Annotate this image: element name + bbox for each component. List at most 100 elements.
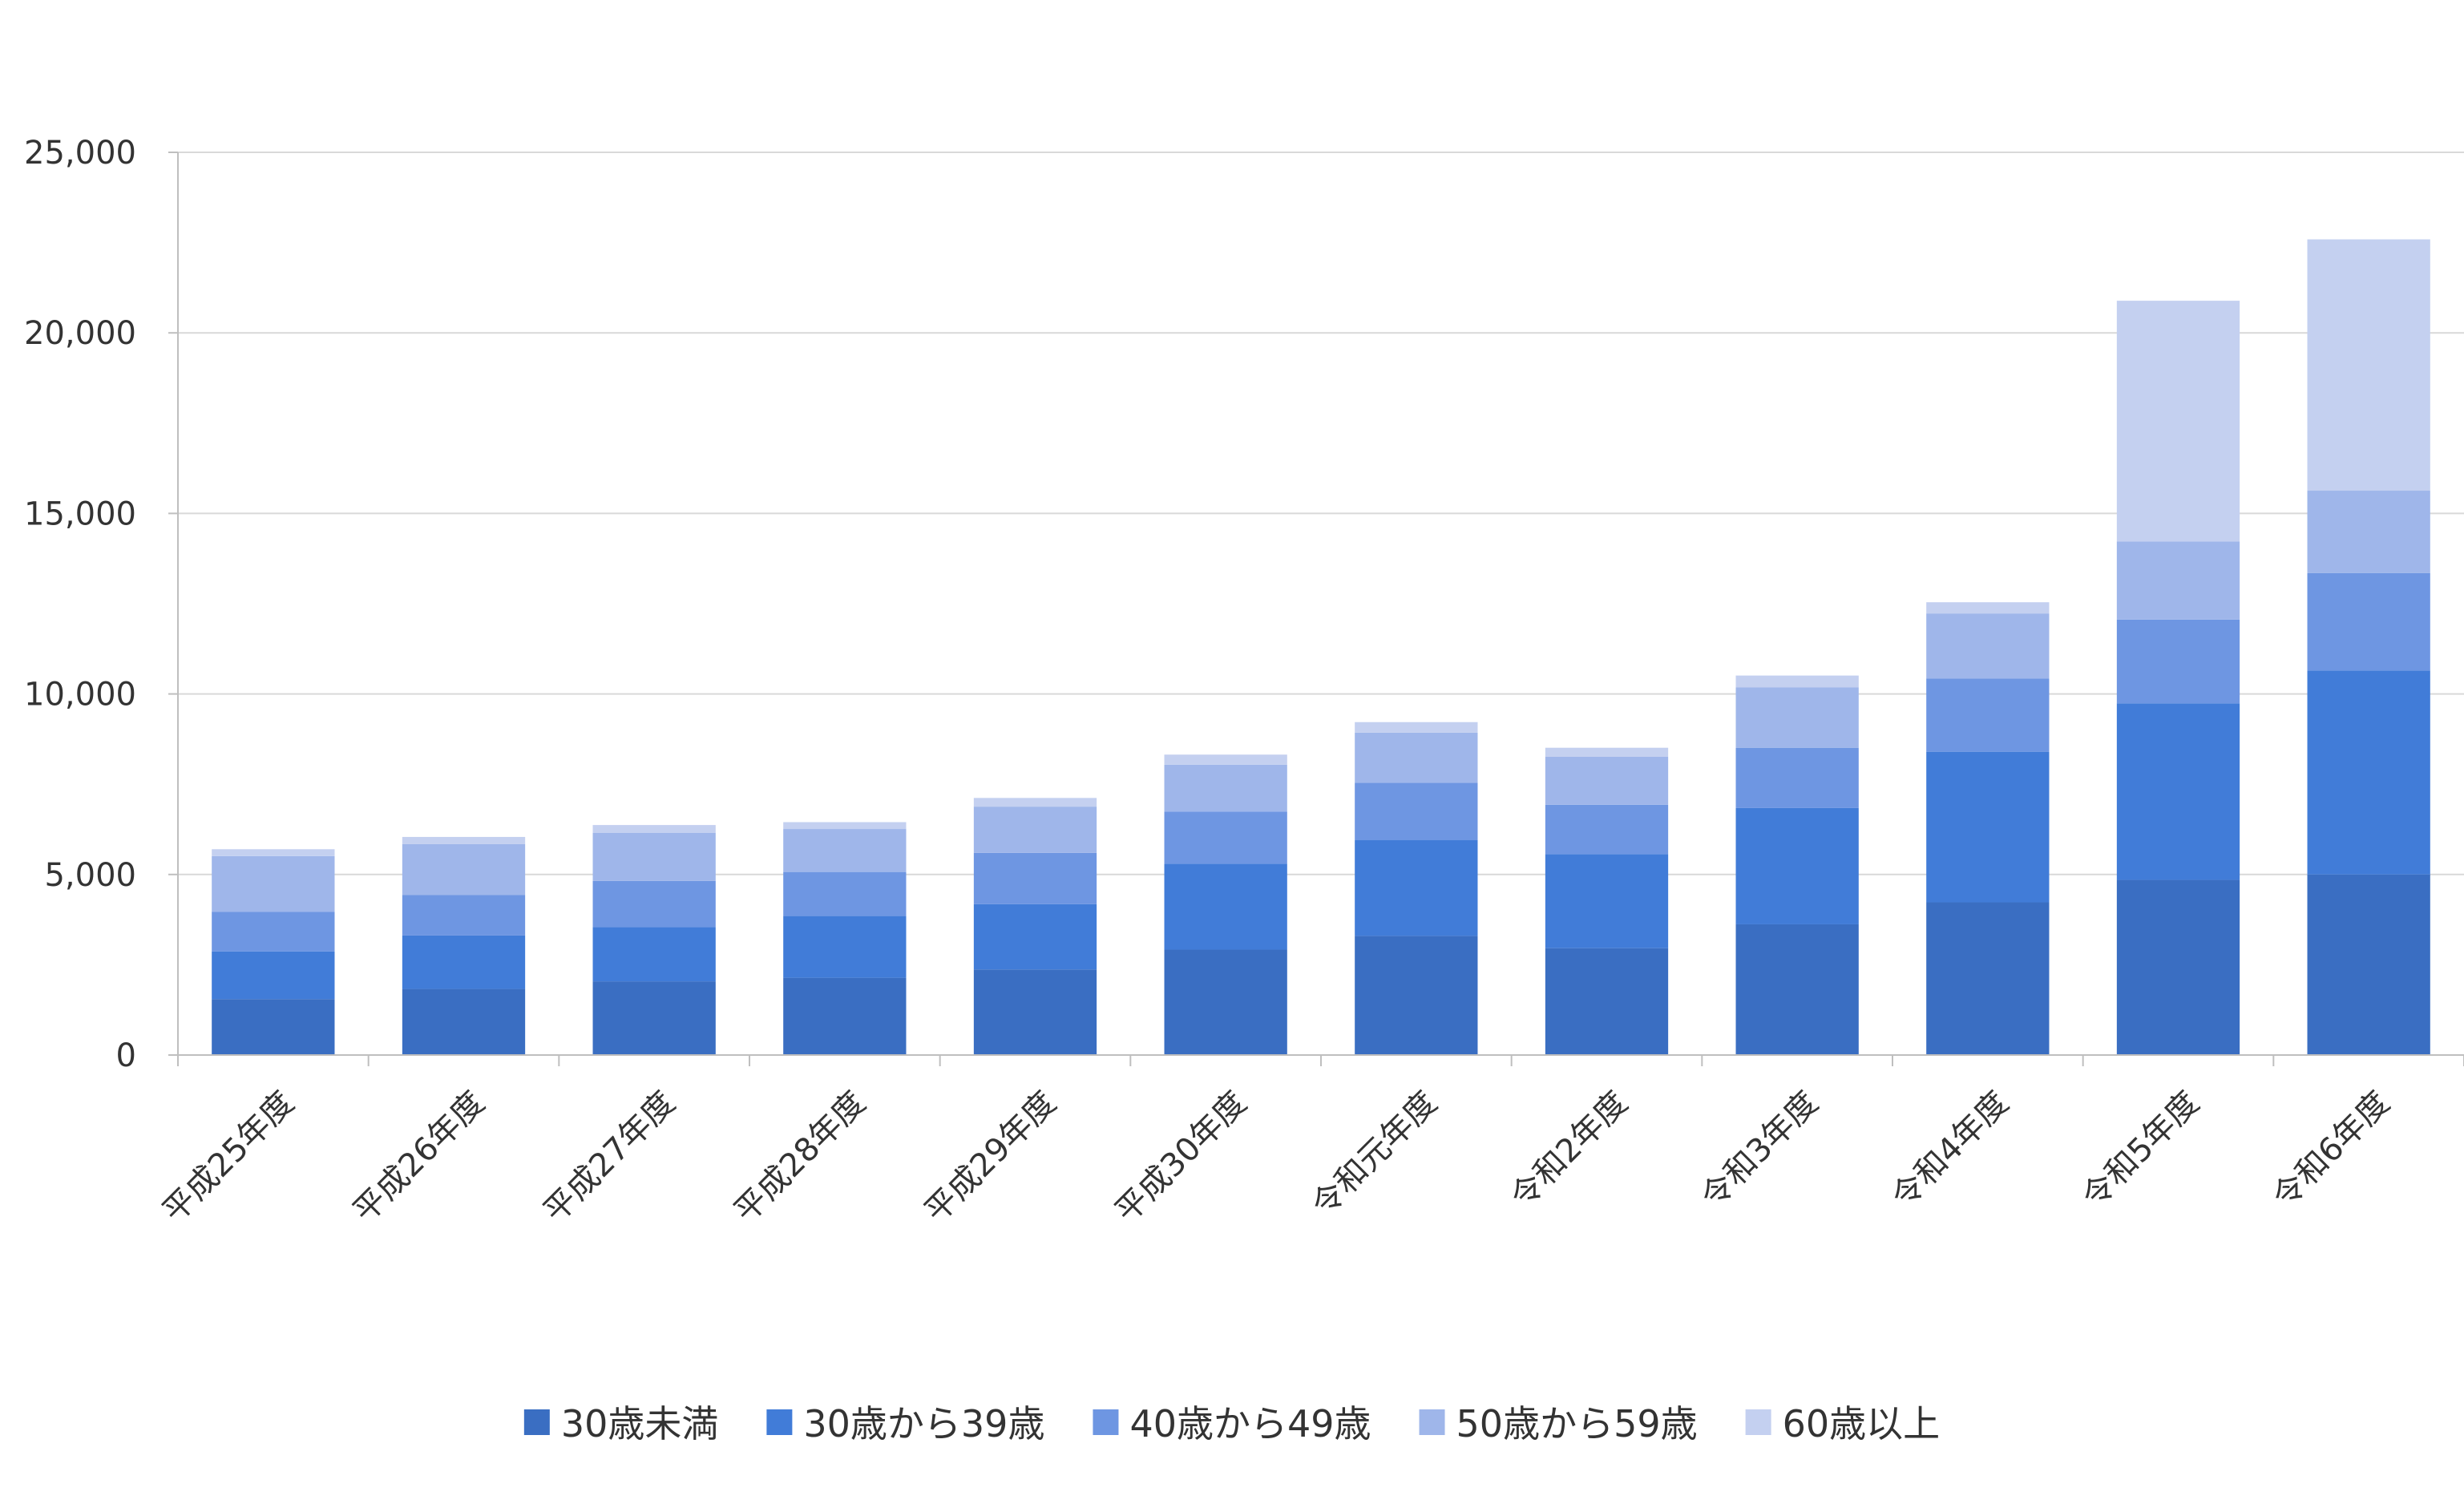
bar-segment (1164, 949, 1287, 1055)
bar-segment (783, 822, 907, 830)
legend-item: 50歳から59歳 (1419, 1402, 1698, 1445)
legend-item: 60歳以上 (1745, 1402, 1941, 1445)
bar-segment (783, 977, 907, 1055)
bar-segment (402, 843, 526, 895)
bar-segment (592, 833, 716, 881)
x-tick-label: 平成28年度 (727, 1085, 873, 1231)
bar-segment (2116, 879, 2240, 1055)
bar-segment (1164, 863, 1287, 950)
bar-segment (1164, 811, 1287, 864)
legend-swatch (1745, 1409, 1771, 1435)
x-tick-label: 平成27年度 (537, 1085, 683, 1231)
legend-item: 30歳から39歳 (766, 1402, 1044, 1445)
x-tick-label: 平成26年度 (346, 1085, 492, 1231)
bar-segment (1735, 675, 1859, 688)
x-tick-label: 令和4年度 (1884, 1085, 2016, 1216)
bar-segment (2307, 491, 2430, 573)
bar-segment (1164, 754, 1287, 765)
bar-segment (783, 871, 907, 916)
legend-label: 40歳から49歳 (1129, 1402, 1371, 1445)
bars (212, 239, 2430, 1055)
bar-segment (1926, 678, 2050, 752)
bar-segment (973, 969, 1097, 1055)
legend-swatch (523, 1409, 550, 1435)
axes (168, 152, 2464, 1066)
legend: 30歳未満 30歳から39歳 40歳から49歳 50歳から59歳 60歳以上 (523, 1402, 1941, 1445)
bar-segment (212, 999, 335, 1055)
x-tick-label: 平成30年度 (1109, 1085, 1254, 1231)
legend-swatch (766, 1409, 793, 1435)
legend-swatch (1419, 1409, 1445, 1435)
gridlines (178, 152, 2464, 875)
bar-segment (1545, 756, 1669, 805)
bar-segment (1545, 948, 1669, 1055)
bar-segment (973, 852, 1097, 904)
x-tick-label: 平成29年度 (918, 1085, 1064, 1231)
y-tick-label: 15,000 (24, 495, 136, 532)
x-tick-label: 令和6年度 (2266, 1085, 2397, 1216)
legend-label: 30歳から39歳 (803, 1402, 1044, 1445)
x-tick-label: 平成25年度 (156, 1085, 301, 1231)
bar-segment (1545, 747, 1669, 757)
x-axis-tick-labels: 平成25年度 平成26年度 平成27年度 平成28年度 平成29年度 平成30年度 令和元年… (156, 1085, 2397, 1231)
bar-segment (1355, 722, 1478, 733)
legend-item: 40歳から49歳 (1093, 1402, 1371, 1445)
y-tick-label: 25,000 (24, 135, 136, 172)
bar-segment (2116, 541, 2240, 620)
legend-label: 50歳から59歳 (1456, 1402, 1698, 1445)
bar-segment (592, 981, 716, 1055)
bar-segment (1355, 732, 1478, 783)
bar-segment (402, 895, 526, 936)
bar-segment (1355, 840, 1478, 936)
bar-segment (973, 798, 1097, 807)
bar-segment (592, 880, 716, 928)
bar-segment (1926, 613, 2050, 679)
bar-segment (973, 904, 1097, 970)
bar-segment (2116, 619, 2240, 704)
bar-segment (212, 855, 335, 912)
bar-segment (783, 829, 907, 872)
bar-segment (1926, 602, 2050, 614)
bar-segment (1545, 854, 1669, 948)
bar-segment (1735, 687, 1859, 748)
bar-segment (2116, 301, 2240, 542)
bar-segment (212, 912, 335, 952)
bar-segment (1355, 936, 1478, 1055)
legend-item: 30歳未満 (523, 1402, 719, 1445)
bar-segment (1926, 751, 2050, 903)
bar-segment (402, 935, 526, 989)
y-axis-tick-labels: 0 5,000 10,000 15,000 20,000 25,000 (24, 135, 136, 1074)
bar-segment (1355, 782, 1478, 841)
bar-segment (592, 927, 716, 982)
bar-segment (402, 836, 526, 844)
bar-segment (783, 916, 907, 978)
x-tick-label: 令和元年度 (1305, 1085, 1444, 1224)
bar-segment (1926, 902, 2050, 1055)
x-tick-label: 令和3年度 (1695, 1085, 1826, 1216)
bar-segment (402, 988, 526, 1055)
bar-segment (2307, 572, 2430, 671)
bar-segment (2307, 670, 2430, 875)
bar-segment (1164, 764, 1287, 812)
y-tick-label: 0 (116, 1037, 136, 1074)
bar-segment (973, 807, 1097, 853)
y-tick-label: 5,000 (44, 857, 136, 894)
bar-segment (212, 951, 335, 1000)
bar-segment (2307, 239, 2430, 491)
bar-segment (2116, 703, 2240, 880)
y-tick-label: 20,000 (24, 315, 136, 352)
legend-label: 30歳未満 (561, 1402, 719, 1445)
bar-segment (1735, 747, 1859, 808)
bar-segment (1545, 804, 1669, 855)
legend-swatch (1093, 1409, 1119, 1435)
bar-segment (2307, 874, 2430, 1055)
bar-segment (592, 825, 716, 834)
x-tick-label: 令和5年度 (2075, 1085, 2207, 1216)
legend-label: 60歳以上 (1783, 1402, 1941, 1445)
y-tick-label: 10,000 (24, 677, 136, 714)
x-tick-label: 令和2年度 (1504, 1085, 1635, 1216)
bar-segment (1735, 924, 1859, 1055)
bar-segment (1735, 807, 1859, 924)
bar-segment (212, 849, 335, 856)
